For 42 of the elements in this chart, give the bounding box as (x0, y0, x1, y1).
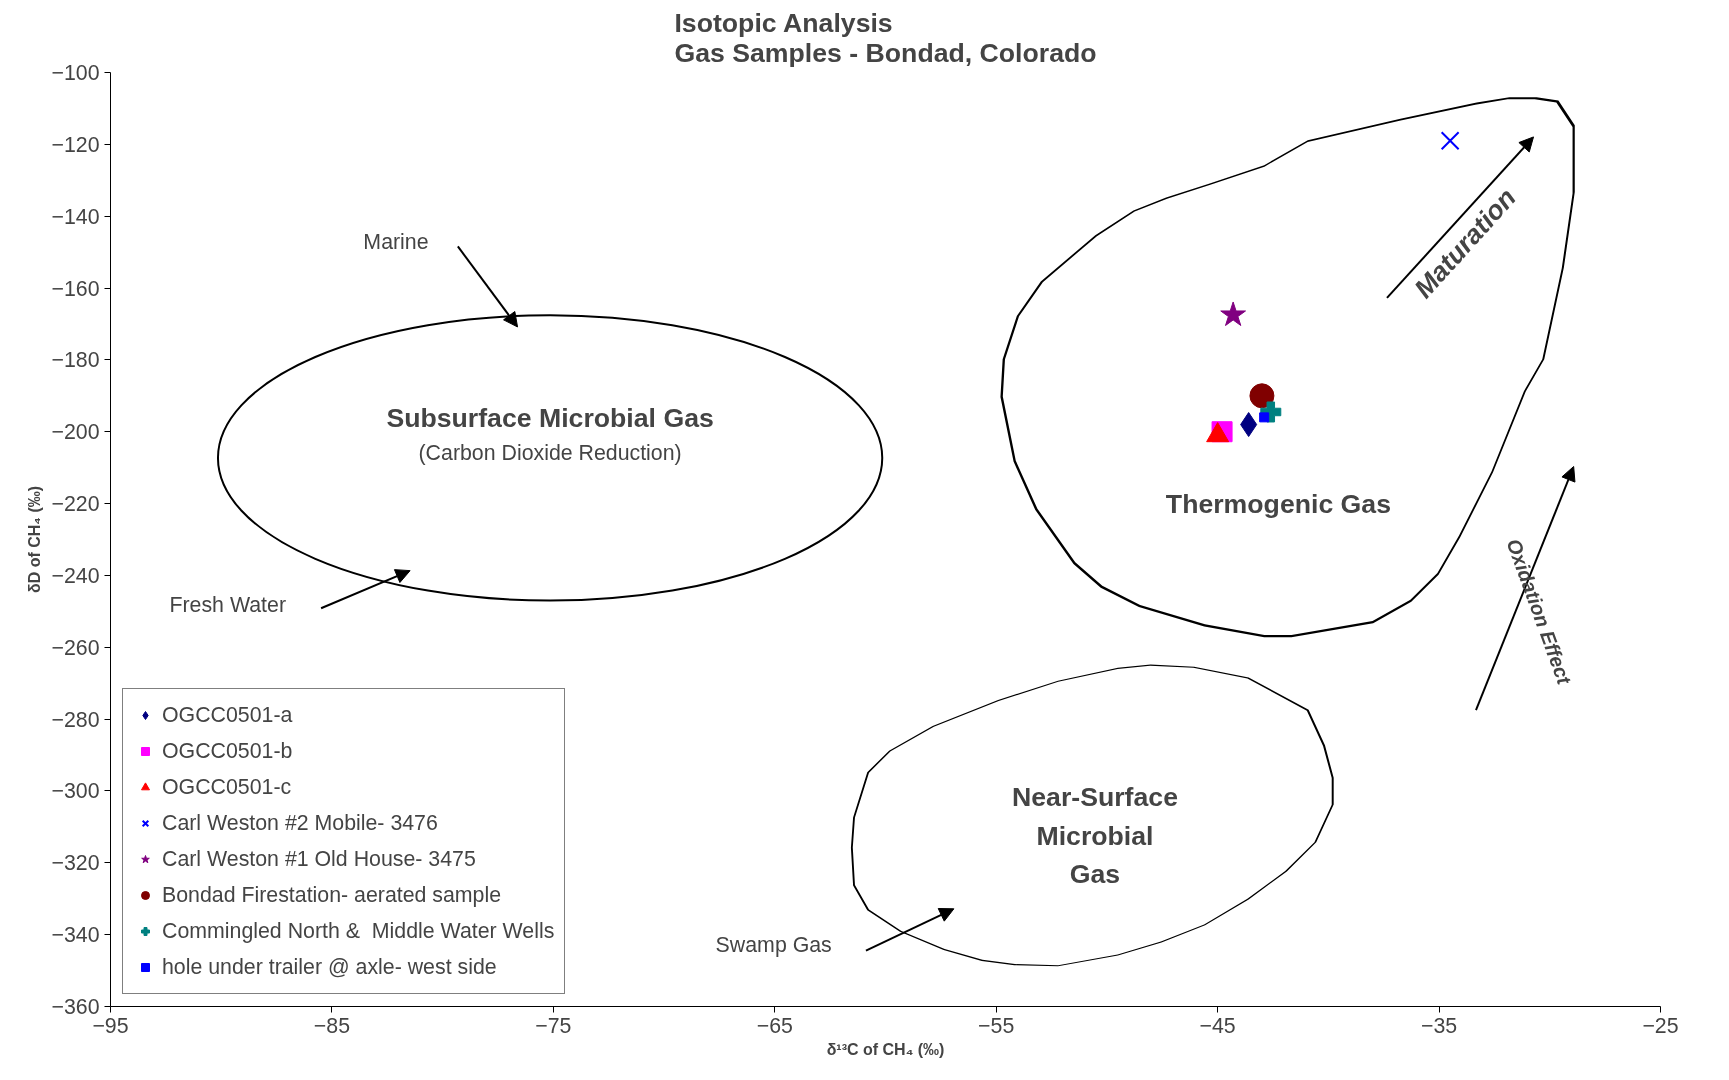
legend-label: hole under trailer @ axle- west side (162, 953, 497, 981)
point (1220, 301, 1247, 326)
y-tick-label: −200 (51, 420, 100, 445)
x-tick-label: −25 (1642, 1013, 1679, 1038)
y-tick-label: −220 (51, 492, 100, 517)
y-tick-label: −140 (51, 204, 100, 229)
y-tick-label: −280 (51, 707, 100, 732)
x-tick-label: −75 (535, 1013, 572, 1038)
annotation: Subsurface Microbial Gas (386, 403, 714, 434)
x-tick-label: −55 (978, 1013, 1015, 1038)
y-tick-label: −100 (51, 61, 100, 85)
x-axis-title: δ¹³C of CH₄ (‰) (826, 1040, 945, 1058)
y-tick-label: −340 (51, 923, 100, 948)
x-tick-label: −85 (313, 1013, 351, 1038)
point (1259, 412, 1270, 423)
x-tick-label: −65 (756, 1013, 793, 1038)
annotation: Thermogenic Gas (1165, 489, 1392, 520)
legend-label: Carl Weston #2 Mobile- 3476 (162, 809, 438, 837)
y-tick-label: −180 (51, 348, 100, 373)
legend-label: Bondad Firestation- aerated sample (162, 881, 502, 909)
legend-label: Carl Weston #1 Old House- 3475 (162, 845, 476, 873)
y-axis-title: δD of CH₄ (‰) (26, 485, 44, 594)
y-tick-label: −240 (51, 563, 100, 588)
y-tick-label: −300 (51, 779, 100, 804)
point (1249, 383, 1275, 409)
legend-label: OGCC0501-c (162, 773, 292, 801)
annotation: Fresh Water (169, 592, 287, 617)
annotation: Swamp Gas (715, 933, 832, 958)
y-tick-label: −160 (51, 276, 100, 301)
legend-label: OGCC0501-b (162, 737, 293, 765)
legend-label: OGCC0501-a (162, 701, 293, 729)
x-tick-label: −45 (1199, 1013, 1236, 1038)
point (1440, 131, 1460, 151)
legend-label: Commingled North & Middle Water Wells (162, 917, 555, 945)
y-tick-label: −120 (51, 132, 100, 157)
annotation: (Carbon Dioxide Reduction) (418, 440, 682, 465)
y-tick-label: −320 (51, 851, 100, 876)
x-tick-label: −35 (1420, 1013, 1458, 1038)
chart-title: Isotopic Analysis Gas Samples - Bondad, Colorado (674, 7, 1097, 68)
annotation: Near-Surface Microbial Gas (1012, 782, 1178, 890)
annotation: Marine (363, 230, 429, 255)
y-tick-label: −260 (51, 635, 100, 660)
